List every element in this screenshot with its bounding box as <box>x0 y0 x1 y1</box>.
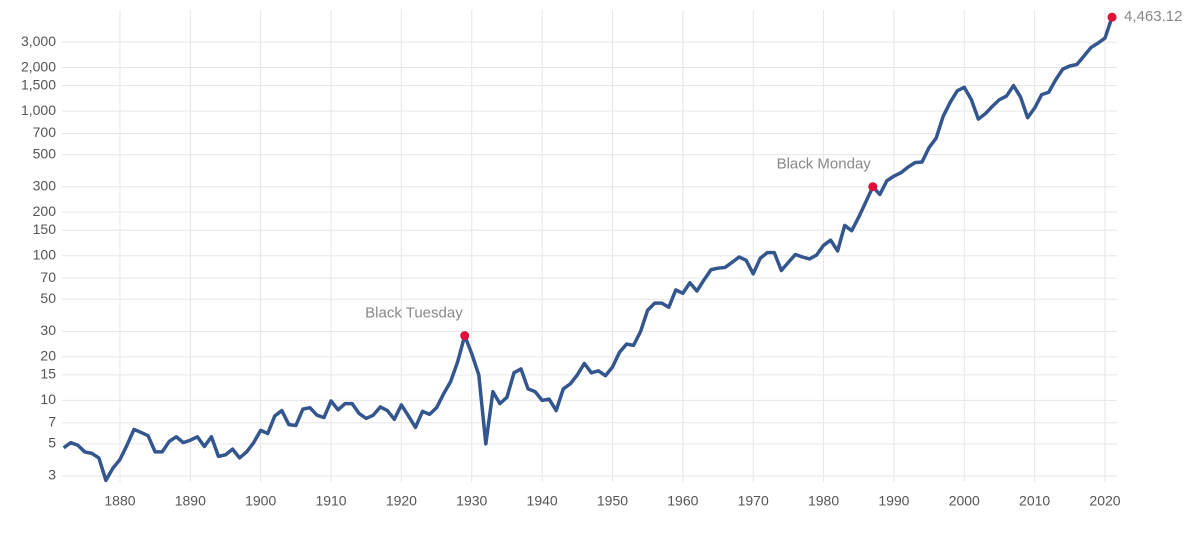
x-tick-label: 1990 <box>878 493 909 509</box>
event-marker <box>1107 12 1117 22</box>
y-tick-label: 10 <box>40 391 56 407</box>
y-tick-label: 3 <box>48 467 56 483</box>
x-tick-label: 1900 <box>245 493 276 509</box>
x-tick-label: 1930 <box>456 493 487 509</box>
x-tick-label: 1960 <box>667 493 698 509</box>
x-tick-label: 2000 <box>949 493 980 509</box>
y-tick-label: 15 <box>40 366 56 382</box>
x-tick-label: 1980 <box>808 493 839 509</box>
y-tick-label: 100 <box>33 246 57 262</box>
series-line <box>62 16 1114 483</box>
y-tick-label: 500 <box>33 145 57 161</box>
x-tick-label: 2020 <box>1089 493 1120 509</box>
y-tick-label: 3,000 <box>21 33 56 49</box>
y-tick-label: 20 <box>40 348 56 364</box>
x-tick-label: 1940 <box>527 493 558 509</box>
x-tick-label: 1950 <box>597 493 628 509</box>
x-tick-label: 1970 <box>738 493 769 509</box>
y-tick-label: 300 <box>33 177 57 193</box>
x-tick-label: 2010 <box>1019 493 1050 509</box>
x-tick-label: 1890 <box>175 493 206 509</box>
y-tick-label: 7 <box>48 413 56 429</box>
x-tick-label: 1880 <box>104 493 135 509</box>
y-tick-label: 2,000 <box>21 58 56 74</box>
event-marker <box>460 331 470 341</box>
y-tick-label: 1,500 <box>21 76 56 92</box>
event-marker <box>868 182 878 192</box>
annotation: Black Monday <box>777 156 872 173</box>
y-tick-label: 70 <box>40 269 56 285</box>
y-tick-label: 50 <box>40 290 56 306</box>
annotation: Black Tuesday <box>365 305 463 322</box>
x-tick-label: 1910 <box>315 493 346 509</box>
annotation: 4,463.12 <box>1124 8 1182 25</box>
y-tick-label: 700 <box>33 124 57 140</box>
y-tick-label: 150 <box>33 221 57 237</box>
y-tick-label: 5 <box>48 435 56 451</box>
x-tick-label: 1920 <box>386 493 417 509</box>
y-tick-label: 200 <box>33 203 57 219</box>
y-tick-label: 1,000 <box>21 102 56 118</box>
y-tick-label: 30 <box>40 322 56 338</box>
